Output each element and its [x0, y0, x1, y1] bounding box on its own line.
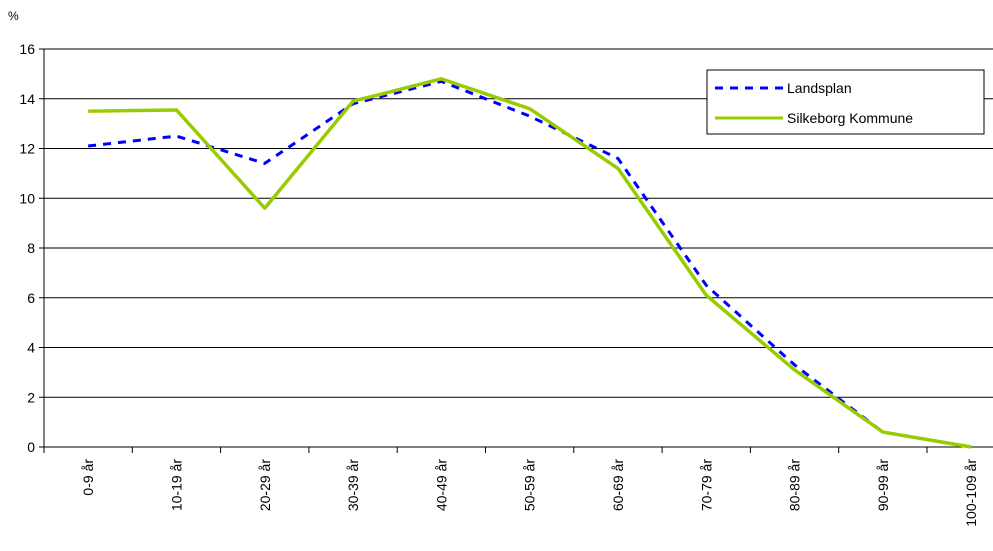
y-tick-label: 0 [27, 439, 35, 455]
x-tick-label: 50-59 år [522, 459, 538, 511]
series-line-0 [87, 79, 972, 449]
y-tick-label: 16 [19, 41, 35, 57]
series-line-1 [88, 77, 972, 449]
x-tick-label: 10-19 år [168, 459, 184, 511]
axes [39, 48, 993, 453]
y-tick-label: 8 [27, 240, 35, 256]
y-tick-label: 10 [19, 190, 35, 206]
x-tick-labels: 0-9 år 10-19 år 20-29 år 30-39 år 40-49 år 50… [80, 459, 979, 527]
y-tick-label: 6 [27, 290, 35, 306]
x-tick-label: 0-9 år [80, 459, 96, 496]
legend-label: Silkeborg Kommune [787, 110, 913, 126]
x-tick-label: 20-29 år [257, 459, 273, 511]
x-tick-label: 30-39 år [345, 459, 361, 511]
x-tick-label: 40-49 år [433, 459, 449, 511]
series-lines [87, 77, 972, 449]
x-tick-label: 90-99 år [875, 459, 891, 511]
y-tick-label: 4 [27, 340, 35, 356]
gridlines [44, 48, 993, 398]
y-tick-label: 14 [19, 91, 35, 107]
legend-box [706, 69, 985, 135]
y-tick-label: 12 [19, 141, 35, 157]
legend: Landsplan Silkeborg Kommune [706, 69, 985, 135]
x-tick-label: 100-109 år [963, 459, 979, 527]
x-tick-label: 80-89 år [787, 459, 803, 511]
y-axis-unit-label: % [8, 9, 19, 23]
y-tick-label: 2 [27, 389, 35, 405]
legend-label: Landsplan [787, 80, 852, 96]
x-tick-label: 70-79 år [698, 459, 714, 511]
x-tick-label: 60-69 år [610, 459, 626, 511]
y-tick-labels: 0 2 4 6 8 10 12 14 16 [19, 41, 35, 455]
